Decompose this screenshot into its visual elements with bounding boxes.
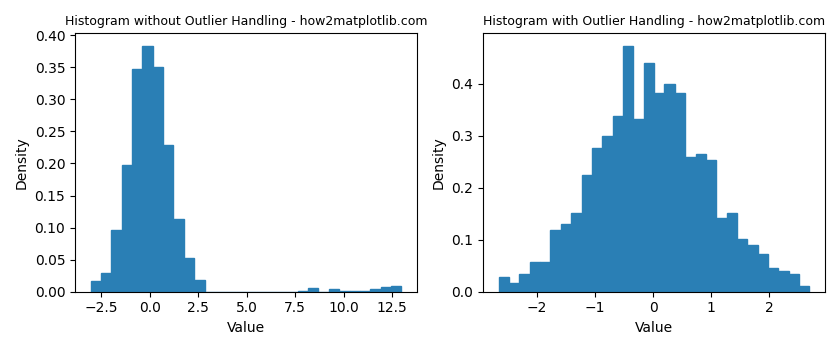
Bar — [727, 212, 737, 292]
Bar — [685, 157, 696, 292]
Bar — [696, 154, 706, 292]
Bar — [799, 286, 810, 292]
Bar — [360, 290, 370, 292]
Bar — [163, 145, 173, 292]
Y-axis label: Density: Density — [432, 136, 446, 189]
Bar — [111, 231, 122, 292]
Bar — [91, 281, 101, 292]
Bar — [643, 63, 654, 292]
Bar — [381, 287, 391, 292]
Bar — [550, 230, 561, 292]
Bar — [370, 289, 381, 292]
X-axis label: Value: Value — [635, 321, 673, 335]
Bar — [633, 119, 643, 292]
Bar — [717, 218, 727, 292]
Bar — [581, 175, 592, 292]
Title: Histogram with Outlier Handling - how2matplotlib.com: Histogram with Outlier Handling - how2ma… — [483, 15, 825, 28]
Bar — [297, 290, 308, 292]
Bar — [789, 274, 799, 292]
Bar — [328, 289, 339, 292]
Bar — [173, 219, 184, 292]
Bar — [308, 288, 318, 292]
Bar — [612, 116, 623, 292]
Bar — [349, 290, 360, 292]
Bar — [779, 271, 789, 292]
Bar — [602, 136, 612, 292]
Bar — [571, 212, 581, 292]
Bar — [675, 92, 685, 292]
Bar — [706, 160, 717, 292]
Y-axis label: Density: Density — [15, 136, 29, 189]
Bar — [561, 224, 571, 292]
Bar — [509, 283, 519, 292]
Bar — [184, 258, 194, 292]
Bar — [758, 254, 768, 292]
Bar — [101, 273, 111, 292]
Bar — [519, 274, 530, 292]
Bar — [122, 164, 132, 292]
Bar — [194, 280, 204, 292]
Bar — [592, 148, 602, 292]
Bar — [530, 262, 540, 292]
Bar — [768, 268, 779, 292]
Bar — [391, 286, 402, 292]
Bar — [339, 290, 349, 292]
Bar — [132, 69, 142, 292]
Bar — [540, 262, 550, 292]
X-axis label: Value: Value — [227, 321, 265, 335]
Bar — [623, 46, 633, 292]
Bar — [142, 46, 153, 292]
Bar — [664, 84, 675, 292]
Bar — [153, 67, 163, 292]
Bar — [499, 277, 509, 292]
Bar — [748, 245, 758, 292]
Bar — [737, 239, 748, 292]
Title: Histogram without Outlier Handling - how2matplotlib.com: Histogram without Outlier Handling - how… — [65, 15, 428, 28]
Bar — [654, 92, 664, 292]
